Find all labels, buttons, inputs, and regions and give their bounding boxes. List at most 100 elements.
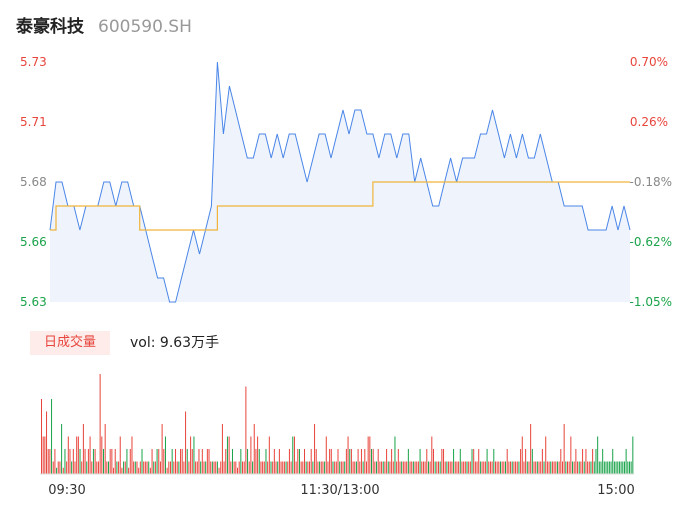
volume-bar: [118, 461, 120, 474]
volume-bar: [419, 449, 421, 474]
daily-volume-tag[interactable]: 日成交量: [30, 331, 110, 355]
volume-bar: [178, 461, 180, 474]
volume-bar: [570, 436, 572, 474]
volume-bar: [317, 461, 319, 474]
volume-bar: [382, 461, 384, 474]
volume-bar: [513, 461, 515, 474]
volume-bar: [84, 449, 86, 474]
volume-bar: [340, 461, 342, 474]
volume-bar: [250, 436, 252, 474]
price-plot-area: [49, 61, 631, 303]
volume-bar: [335, 461, 337, 474]
volume-bar: [102, 449, 104, 474]
volume-bar: [476, 461, 478, 474]
volume-bar: [593, 461, 595, 474]
volume-bar: [518, 461, 520, 474]
volume-bar: [136, 461, 138, 474]
volume-bar: [307, 461, 309, 474]
volume-bar: [252, 461, 254, 474]
volume-bar: [411, 461, 413, 474]
volume-bar: [66, 461, 68, 474]
volume-bar: [565, 461, 567, 474]
volume-bar: [141, 449, 143, 474]
volume-bar: [44, 436, 46, 474]
volume-bar: [451, 461, 453, 474]
volume-bar: [454, 461, 456, 474]
volume-bar: [52, 461, 54, 474]
volume-bar: [188, 461, 190, 474]
volume-bar: [138, 467, 140, 474]
volume-bar: [166, 467, 168, 474]
volume-bar: [156, 449, 158, 474]
volume-bar: [265, 449, 267, 474]
volume-bar: [268, 436, 270, 474]
volume-bar: [273, 449, 275, 474]
volume-bar: [181, 449, 183, 474]
volume-bar: [109, 449, 111, 474]
volume-bar: [163, 449, 165, 474]
volume-bar: [613, 461, 615, 474]
volume-bar: [607, 461, 609, 474]
volume-bar: [315, 449, 317, 474]
volume-bar: [81, 461, 83, 474]
volume-bar: [218, 467, 220, 474]
y-tick-right: -1.05%: [630, 295, 672, 309]
volume-bar: [91, 461, 93, 474]
volume-bar: [590, 461, 592, 474]
volume-bar: [443, 449, 445, 474]
volume-bar: [230, 461, 232, 474]
volume-bar: [236, 467, 238, 474]
volume-bar: [488, 461, 490, 474]
volume-bar: [422, 461, 424, 474]
price-area-fill: [50, 62, 630, 302]
volume-bar: [486, 449, 488, 474]
volume-bar: [580, 461, 582, 474]
volume-bar: [310, 449, 312, 474]
volume-bar: [572, 461, 574, 474]
volume-bar: [347, 436, 349, 474]
volume-bar: [563, 424, 565, 474]
volume-bar: [41, 399, 43, 474]
volume-bar: [280, 461, 282, 474]
volume-bar: [330, 449, 332, 474]
volume-bar: [598, 461, 600, 474]
volume-bar: [114, 449, 116, 474]
volume-bar: [523, 461, 525, 474]
volume-bar: [325, 436, 327, 474]
volume-bar: [357, 449, 359, 474]
volume-bar: [573, 461, 575, 474]
volume-bar: [628, 461, 630, 474]
volume-bar: [319, 461, 321, 474]
y-tick-left: 5.63: [20, 295, 47, 309]
volume-bar: [203, 461, 205, 474]
volume-bar: [510, 461, 512, 474]
volume-bar: [278, 449, 280, 474]
volume-bar: [240, 449, 242, 474]
y-tick-right: 0.26%: [630, 115, 668, 129]
volume-bar: [200, 461, 202, 474]
volume-bar: [168, 461, 170, 474]
volume-bar: [543, 461, 545, 474]
volume-bar: [528, 461, 530, 474]
volume-bar: [511, 461, 513, 474]
volume-bar: [396, 461, 398, 474]
volume-bar: [221, 424, 223, 474]
volume-bar: [82, 424, 84, 474]
volume-bar: [57, 461, 59, 474]
volume-bar: [92, 449, 94, 474]
volume-bar: [501, 461, 503, 474]
volume-bar: [483, 461, 485, 474]
volume-bar: [322, 461, 324, 474]
volume-bar: [365, 461, 367, 474]
volume-bar: [344, 461, 346, 474]
volume-bar: [309, 461, 311, 474]
volume-bar: [389, 461, 391, 474]
volume-bar: [159, 461, 161, 474]
y-tick-right: 0.70%: [630, 55, 668, 69]
volume-bar: [208, 449, 210, 474]
volume-bar: [76, 436, 78, 474]
volume-bar: [231, 449, 233, 474]
volume-bar: [538, 461, 540, 474]
volume-bar: [161, 424, 163, 474]
volume-bar: [449, 461, 451, 474]
